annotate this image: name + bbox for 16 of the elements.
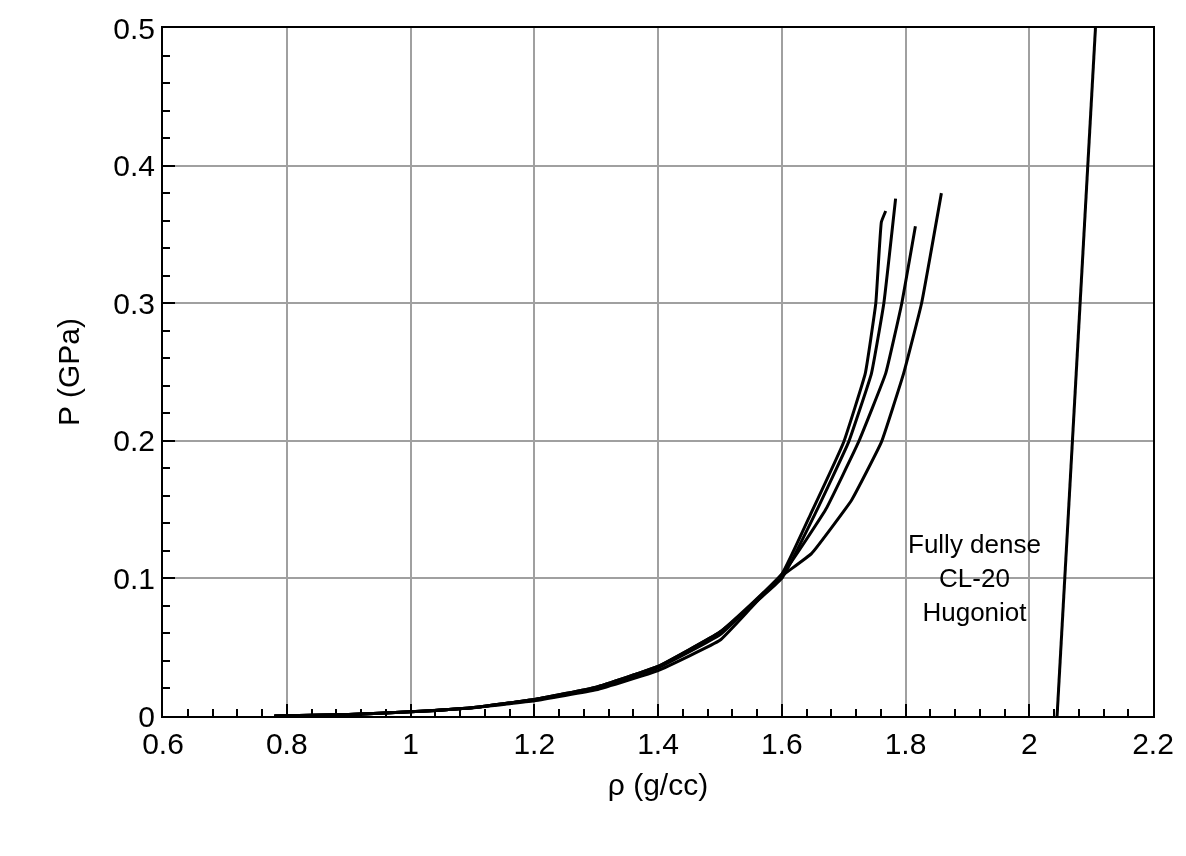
y-tick-label: 0.3 — [113, 286, 155, 320]
x-axis-title: ρ (g/cc) — [607, 768, 709, 801]
annotation: Fully dense CL-20 Hugoniot — [908, 529, 1041, 627]
y-tick-label: 0.5 — [113, 11, 155, 45]
y-tick-label: 0.2 — [113, 424, 155, 458]
y-axis-title: P (GPa) — [51, 318, 85, 426]
x-tick-label: 1.2 — [513, 727, 556, 760]
x-tick-label: 1.4 — [637, 727, 679, 760]
x-tick-label: 0.8 — [265, 727, 308, 760]
x-tick-label: 2 — [1020, 727, 1038, 760]
y-tick-label: 0.1 — [113, 561, 155, 595]
x-tick-label: 2.2 — [1132, 727, 1174, 760]
x-tick-label: 1 — [402, 727, 419, 760]
x-tick-label: 1.8 — [884, 727, 927, 760]
x-tick-label: 1.6 — [760, 727, 803, 760]
y-tick-label: 0.4 — [113, 149, 155, 183]
